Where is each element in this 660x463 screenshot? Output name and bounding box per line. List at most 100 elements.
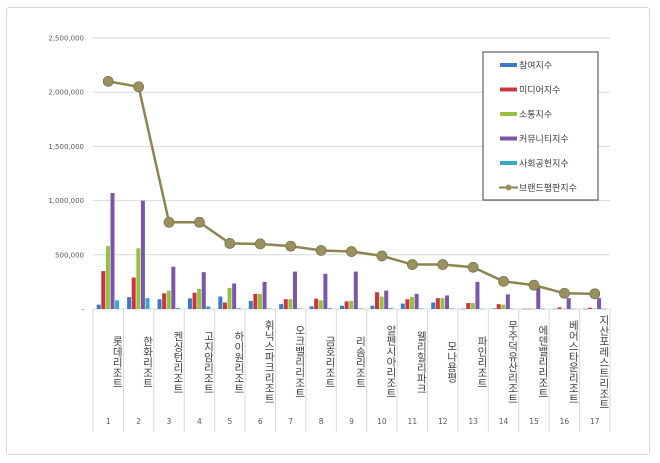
chart-frame <box>6 7 650 455</box>
bar-1-4 <box>187 298 192 309</box>
bar-4-2 <box>140 200 145 309</box>
bar-4-15 <box>536 287 541 309</box>
category-name: 롯데리조트 <box>111 335 124 389</box>
y-tick-label: 500,000 <box>55 251 84 259</box>
bar-1-6 <box>248 300 253 309</box>
bar-2-13 <box>466 303 471 309</box>
bar-3-6 <box>257 293 262 309</box>
bar-5-17 <box>601 308 606 310</box>
category-name: 베어스타운리조트 <box>567 320 580 404</box>
line-point-4 <box>194 216 205 228</box>
line-point-14 <box>498 275 509 287</box>
legend-swatch-3 <box>500 112 517 116</box>
bar-5-3 <box>175 307 180 309</box>
line-point-12 <box>437 259 449 270</box>
category-name: 웰리힐리파크 <box>415 330 428 394</box>
line-point-9 <box>346 246 357 257</box>
category-number: 5 <box>227 417 232 426</box>
category-number: 2 <box>136 417 141 426</box>
bar-1-17 <box>583 308 588 310</box>
y-tick-label: 2,000,000 <box>48 89 84 97</box>
bar-3-16 <box>562 308 567 310</box>
category-name: 금호리조트 <box>324 335 337 389</box>
bar-2-16 <box>557 307 562 309</box>
bar-2-7 <box>283 299 288 309</box>
bar-2-1 <box>101 271 106 309</box>
bar-5-2 <box>145 298 150 309</box>
line-point-7 <box>285 240 297 252</box>
legend-label-6: 브랜드평판지수 <box>519 183 577 194</box>
line-point-2 <box>133 81 145 93</box>
category-name: 리솜리조트 <box>354 335 367 389</box>
category-name: 휘닉스파크리조트 <box>263 320 276 404</box>
bar-2-2 <box>131 277 136 309</box>
bar-4-16 <box>566 298 571 309</box>
bar-1-5 <box>218 296 223 309</box>
bar-2-3 <box>162 293 167 309</box>
line-point-3 <box>163 216 175 228</box>
category-name: 한화리조트 <box>141 335 154 389</box>
bar-5-1 <box>115 300 120 309</box>
category-number: 16 <box>560 417 570 426</box>
line-point-11 <box>406 259 418 270</box>
y-tick-label: - <box>81 306 84 314</box>
line-point-5 <box>224 238 236 249</box>
line-point-8 <box>315 245 327 256</box>
bar-1-15 <box>522 308 527 310</box>
legend-label-1: 참여지수 <box>519 60 552 72</box>
bar-4-6 <box>262 281 267 309</box>
legend-label-2: 미디어지수 <box>519 85 560 96</box>
category-name: 무주덕유산리조트 <box>506 320 519 404</box>
bar-4-7 <box>292 271 297 309</box>
bar-2-14 <box>496 304 501 309</box>
bar-4-3 <box>171 266 176 309</box>
category-number: 15 <box>529 417 539 426</box>
bar-2-10 <box>375 292 380 309</box>
bar-1-2 <box>127 297 132 309</box>
y-tick-label: 1,000,000 <box>48 197 84 205</box>
bar-4-10 <box>384 290 389 309</box>
line-point-15 <box>528 279 540 291</box>
category-number: 11 <box>408 417 418 426</box>
category-name: 지산포레스트리조트 <box>597 314 610 410</box>
bar-1-11 <box>400 303 405 309</box>
legend-label-5: 사회공헌지수 <box>519 159 569 170</box>
bar-4-13 <box>475 281 480 309</box>
category-number: 17 <box>590 417 600 426</box>
bar-2-15 <box>527 308 532 310</box>
line-point-6 <box>254 238 266 250</box>
legend-label-4: 커뮤니티지수 <box>519 134 569 145</box>
bar-5-16 <box>571 308 576 310</box>
bar-4-17 <box>597 298 602 309</box>
bar-2-11 <box>405 299 410 309</box>
category-number: 3 <box>167 417 172 426</box>
legend-swatch-2 <box>500 87 517 92</box>
bar-5-7 <box>297 308 302 309</box>
line-point-13 <box>467 261 479 273</box>
bar-2-5 <box>222 302 227 309</box>
bar-3-10 <box>379 296 384 309</box>
bar-5-15 <box>540 308 545 310</box>
bar-3-13 <box>470 303 475 309</box>
bar-2-8 <box>314 298 319 309</box>
category-name: 하이원리조트 <box>232 330 245 394</box>
category-name: 오크밸리리조트 <box>293 325 306 399</box>
line-point-10 <box>376 250 388 262</box>
bar-1-1 <box>96 304 101 309</box>
legend-label-3: 소통지수 <box>519 110 552 121</box>
category-number: 14 <box>499 417 509 426</box>
bar-3-5 <box>227 287 232 309</box>
bar-3-8 <box>318 300 323 309</box>
bar-2-4 <box>192 292 197 309</box>
legend-swatch-5 <box>500 161 517 165</box>
category-name: 알펜시아리조트 <box>384 325 397 399</box>
bar-3-9 <box>349 300 354 309</box>
bar-3-1 <box>105 246 110 309</box>
bar-2-12 <box>435 298 440 309</box>
category-number: 12 <box>438 417 448 426</box>
bar-3-2 <box>136 248 141 309</box>
bar-1-8 <box>309 306 314 309</box>
bar-1-7 <box>279 304 284 309</box>
